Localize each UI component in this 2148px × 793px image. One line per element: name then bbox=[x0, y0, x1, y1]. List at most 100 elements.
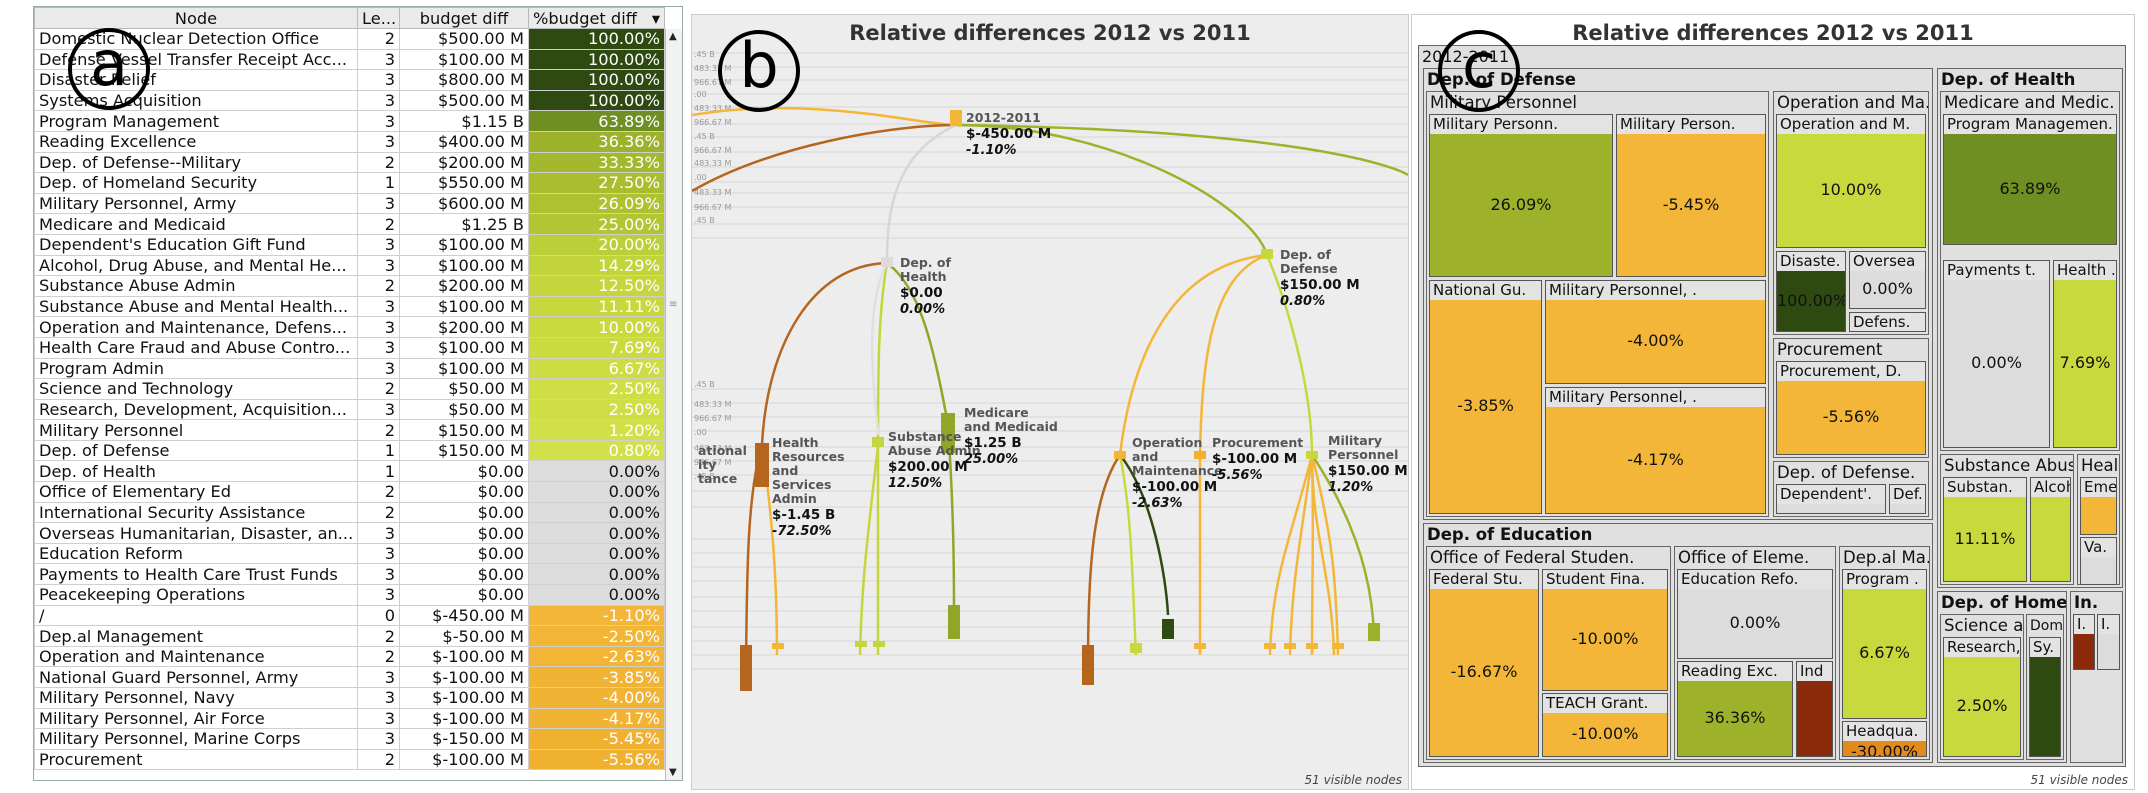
table-row[interactable]: Military Personnel, Army 3 $600.00 M 26.09% bbox=[34, 192, 665, 215]
table-row[interactable]: Substance Abuse Admin 2 $200.00 M 12.50% bbox=[34, 275, 665, 297]
treemap-cell-value: -16.67% bbox=[1450, 662, 1518, 681]
treemap-cell-headqua[interactable]: Headqua. -30.00% bbox=[1842, 721, 1927, 757]
treemap-cell-program[interactable]: Program . 6.67% bbox=[1842, 569, 1927, 719]
cell-level: 0 bbox=[357, 604, 400, 627]
column-header-level[interactable]: Le... bbox=[357, 7, 400, 29]
treemap-cell-label: Research, D. bbox=[1944, 638, 2020, 657]
scroll-grip-icon[interactable]: ≡ bbox=[669, 299, 678, 310]
cell-budget-diff: $600.00 M bbox=[399, 192, 529, 215]
scroll-up-icon[interactable]: ▲ bbox=[669, 31, 677, 42]
treemap-cell-studentfin[interactable]: Student Fina. -10.00% bbox=[1542, 569, 1668, 691]
table-row[interactable]: Substance Abuse and Mental Health... 3 $10… bbox=[34, 295, 665, 318]
cell-level: 3 bbox=[357, 254, 400, 277]
column-header-pct-budget-diff[interactable]: %budget diff ▾ bbox=[528, 7, 665, 29]
treemap-cell-eme[interactable]: Eme. bbox=[2080, 477, 2117, 535]
cell-node: Procurement bbox=[34, 748, 358, 771]
table-row[interactable]: Research, Development, Acquisition... 3 $5… bbox=[34, 398, 665, 421]
treemap-cell-label: Health . bbox=[2054, 261, 2116, 280]
treemap-cell-sy[interactable]: Sy. bbox=[2029, 637, 2061, 757]
treemap-cell-value: -30.00% bbox=[1851, 742, 1918, 757]
treemap-cell-i2[interactable]: I. bbox=[2097, 614, 2120, 670]
cell-node: Reading Excellence bbox=[34, 130, 358, 153]
table-row[interactable]: Dep.al Management 2 $-50.00 M -2.50% bbox=[34, 625, 665, 647]
table-row[interactable]: Operation and Maintenance, Defens... 3 $20… bbox=[34, 316, 665, 338]
table-row[interactable]: Dependent's Education Gift Fund 3 $100.00 … bbox=[34, 233, 665, 256]
cell-node: Peacekeeping Operations bbox=[34, 584, 358, 606]
table-row[interactable]: Procurement 2 $-100.00 M -5.56% bbox=[34, 748, 665, 771]
cell-pct-budget-diff: 2.50% bbox=[528, 398, 665, 421]
table-row[interactable]: Dep. of Defense--Military 2 $200.00 M 33.33… bbox=[34, 151, 665, 174]
table-row[interactable]: Alcohol, Drug Abuse, and Mental He... 3 $1… bbox=[34, 254, 665, 277]
table-row[interactable]: Program Admin 3 $100.00 M 6.67% bbox=[34, 357, 665, 380]
cell-node: Military Personnel, Navy bbox=[34, 687, 358, 709]
cell-level: 1 bbox=[357, 172, 400, 194]
treemap-cell-va[interactable]: Va. bbox=[2080, 537, 2117, 585]
scroll-down-icon[interactable]: ▼ bbox=[669, 767, 677, 778]
table-row[interactable]: Office of Elementary Ed 2 $0.00 0.00% bbox=[34, 481, 665, 503]
cell-level: 3 bbox=[357, 295, 400, 318]
treemap-cell-healthc[interactable]: Health . 7.69% bbox=[2053, 260, 2117, 448]
treemap-cell-om_def[interactable]: Operation and M. 10.00% bbox=[1776, 114, 1926, 248]
axis-tick-label: .45 B bbox=[694, 380, 715, 389]
treemap-cell-readexc[interactable]: Reading Exc. 36.36% bbox=[1677, 661, 1793, 757]
table-row[interactable]: Science and Technology 2 $50.00 M 2.50% bbox=[34, 378, 665, 400]
table-row[interactable]: Military Personnel 2 $150.00 M 1.20% bbox=[34, 419, 665, 441]
table-row[interactable]: Military Personnel, Air Force 3 $-100.00 M… bbox=[34, 707, 665, 730]
treemap-cell-def2[interactable]: Def. bbox=[1889, 484, 1926, 514]
node-medicare-marker bbox=[941, 413, 955, 453]
table-row[interactable]: Education Reform 3 $0.00 0.00% bbox=[34, 542, 665, 565]
treemap-cell-mp_army[interactable]: Military Personn. 26.09% bbox=[1429, 114, 1613, 277]
cell-pct-budget-diff: 0.00% bbox=[528, 460, 665, 483]
table-row[interactable]: Health Care Fraud and Abuse Contro... 3 $1… bbox=[34, 336, 665, 359]
leaf-marker bbox=[1332, 643, 1344, 649]
table-row[interactable]: Operation and Maintenance 2 $-100.00 M -2.6… bbox=[34, 645, 665, 668]
column-header-node[interactable]: Node bbox=[34, 7, 358, 29]
treemap-cell-ind[interactable]: Ind bbox=[1796, 661, 1833, 757]
cell-level: 3 bbox=[357, 48, 400, 71]
treemap-cell-mp_air[interactable]: Military Personnel, . -4.17% bbox=[1545, 387, 1766, 514]
table-row[interactable]: Peacekeeping Operations 3 $0.00 0.00% bbox=[34, 584, 665, 606]
table-row[interactable]: Medicare and Medicaid 2 $1.25 B 25.00% bbox=[34, 213, 665, 235]
table-row[interactable]: Domestic Nuclear Detection Office 2 $500.0… bbox=[34, 28, 665, 50]
treemap-cell-substan[interactable]: Substan. 11.11% bbox=[1943, 477, 2027, 582]
treemap-cell-label: I. bbox=[2074, 615, 2094, 634]
table-row[interactable]: Military Personnel, Navy 3 $-100.00 M -4.00… bbox=[34, 687, 665, 709]
treemap-cell-edreform[interactable]: Education Refo. 0.00% bbox=[1677, 569, 1833, 659]
treemap-cell-fedstu[interactable]: Federal Stu. -16.67% bbox=[1429, 569, 1539, 757]
treemap-cell-payments[interactable]: Payments t. 0.00% bbox=[1943, 260, 2050, 448]
cell-node: Dep. of Homeland Security bbox=[34, 172, 358, 194]
treemap-cell-oversea[interactable]: Oversea 0.00% bbox=[1849, 251, 1926, 309]
column-header-budget-diff[interactable]: budget diff bbox=[399, 7, 529, 29]
table-row[interactable]: Dep. of Health 1 $0.00 0.00% bbox=[34, 460, 665, 483]
table-row[interactable]: Program Management 3 $1.15 B 63.89% bbox=[34, 110, 665, 132]
table-scrollbar[interactable]: ▲ ≡ ▼ bbox=[665, 29, 682, 780]
node-saa-value: $200.00 M bbox=[888, 459, 968, 475]
treemap-cell-teach[interactable]: TEACH Grant. -10.00% bbox=[1542, 693, 1668, 757]
treemap-cell-label: Student Fina. bbox=[1543, 570, 1667, 589]
edge-link bbox=[692, 123, 957, 193]
table-row[interactable]: Dep. of Defense 1 $150.00 M 0.80% bbox=[34, 439, 665, 462]
table-row[interactable]: Overseas Humanitarian, Disaster, an... 3 $… bbox=[34, 522, 665, 544]
node-link-diagram: .45 B 483.33 M 966.67 M .00 483.33 M 966.67 M… bbox=[692, 50, 1408, 691]
cell-budget-diff: $400.00 M bbox=[399, 130, 529, 153]
table-row[interactable]: Reading Excellence 3 $400.00 M 36.36% bbox=[34, 130, 665, 153]
table-row[interactable]: Military Personnel, Marine Corps 3 $-150.0… bbox=[34, 728, 665, 750]
treemap-cell-proc_d[interactable]: Procurement, D. -5.56% bbox=[1776, 361, 1926, 455]
treemap-cell-mp_marine[interactable]: Military Person. -5.45% bbox=[1616, 114, 1766, 277]
table-row[interactable]: National Guard Personnel, Army 3 $-100.00 … bbox=[34, 666, 665, 688]
table-row[interactable]: International Security Assistance 2 $0.00 0… bbox=[34, 501, 665, 524]
axis-tick-label: 966.67 M bbox=[694, 203, 732, 212]
treemap-cell-mp_navy[interactable]: Military Personnel, . -4.00% bbox=[1545, 280, 1766, 384]
treemap-cell-dependent[interactable]: Dependent'. bbox=[1776, 484, 1886, 514]
treemap-cell-disaster[interactable]: Disaste. 100.00% bbox=[1776, 251, 1846, 332]
table-row[interactable]: Dep. of Homeland Security 1 $550.00 M 27.50… bbox=[34, 172, 665, 194]
treemap-cell-research[interactable]: Research, D. 2.50% bbox=[1943, 637, 2021, 757]
table-row[interactable]: Payments to Health Care Trust Funds 3 $0.0… bbox=[34, 563, 665, 586]
treemap-cell-natguard[interactable]: National Gu. -3.85% bbox=[1429, 280, 1542, 514]
treemap-cell-defens[interactable]: Defens. bbox=[1849, 312, 1926, 332]
treemap-cell-progmgmt[interactable]: Program Managemen. 63.89% bbox=[1943, 114, 2117, 245]
treemap-cell-i1[interactable]: I. bbox=[2073, 614, 2095, 670]
node-health-marker bbox=[881, 257, 893, 267]
table-row[interactable]: /0 $-450.00 M -1.10% bbox=[34, 604, 665, 627]
treemap-cell-alcoh[interactable]: Alcoh. bbox=[2030, 477, 2071, 582]
